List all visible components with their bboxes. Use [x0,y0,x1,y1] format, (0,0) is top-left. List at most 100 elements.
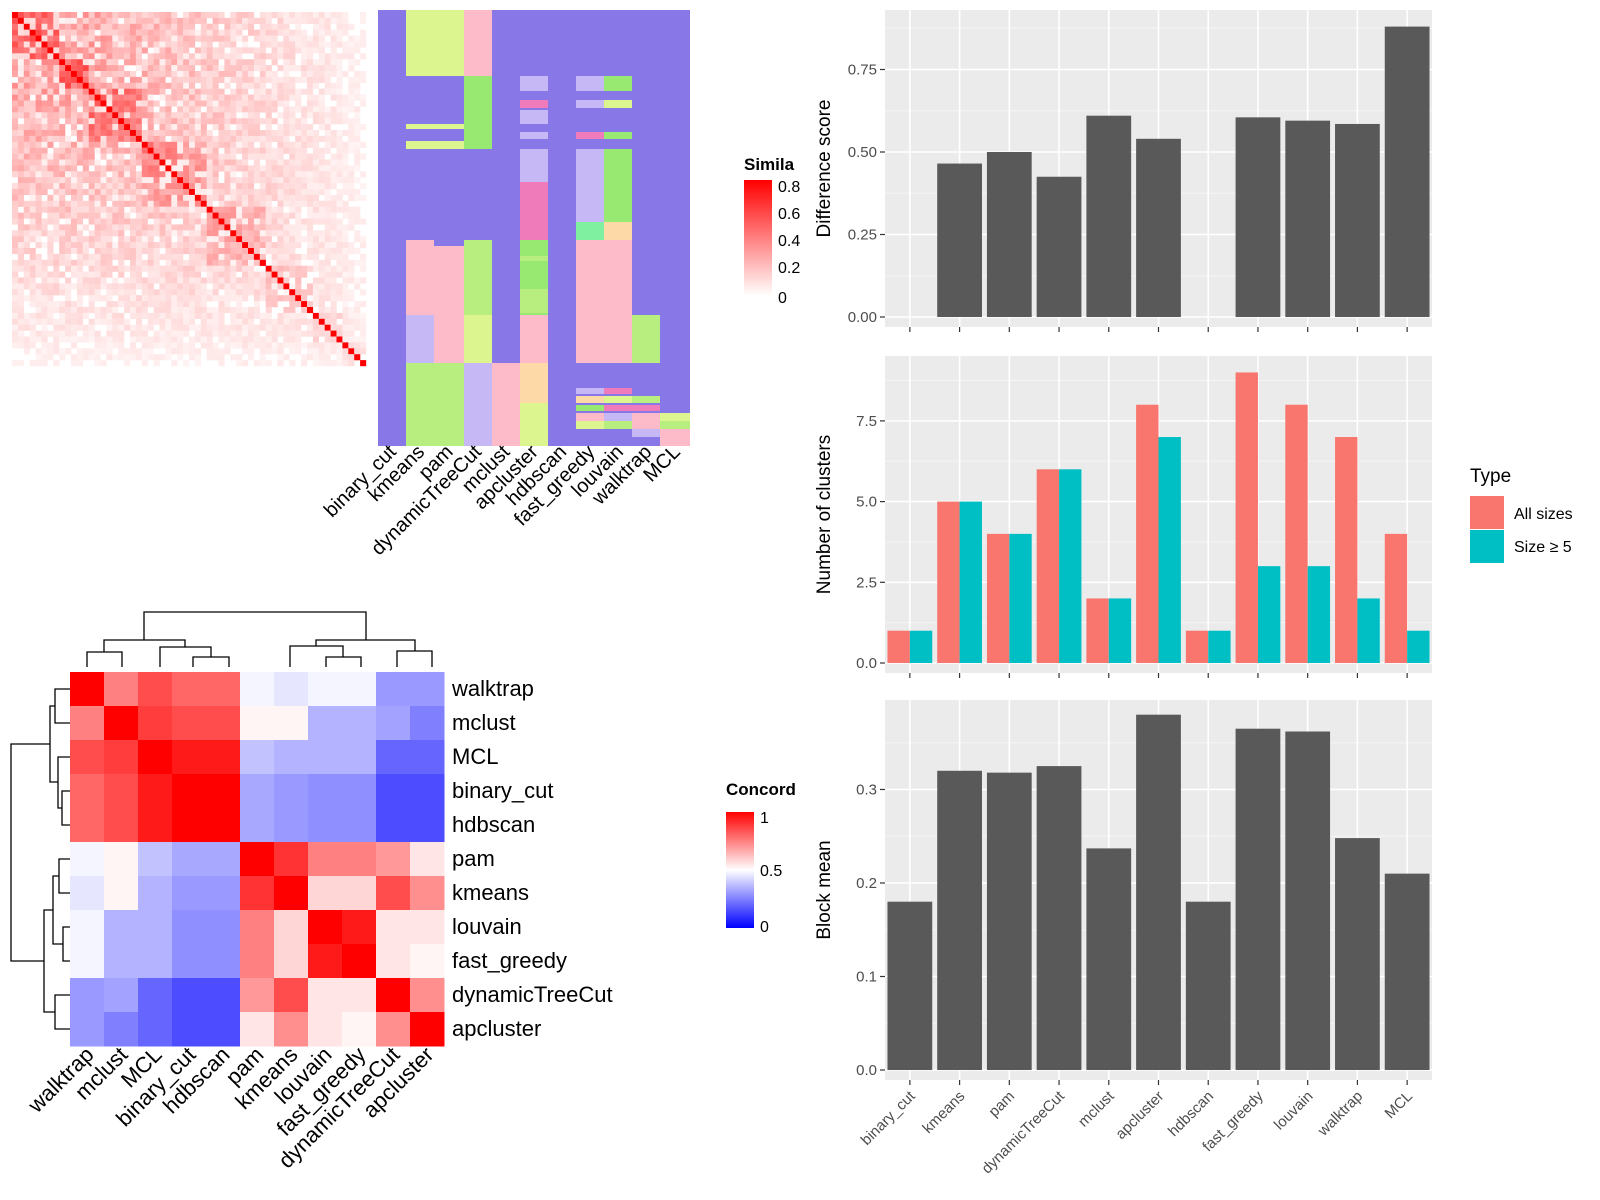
similarity-cell [200,147,207,154]
similarity-legend-tick: 0.4 [778,233,800,250]
similarity-cell [183,248,190,255]
similarity-cell [289,342,296,349]
similarity-cell [212,159,219,166]
similarity-cell [106,248,113,255]
concordance-cell [240,740,275,775]
similarity-cell [348,59,355,66]
similarity-cell [106,165,113,172]
similarity-cell [236,307,243,314]
similarity-cell [336,248,343,255]
similarity-cell [106,147,113,154]
similarity-cell [106,112,113,119]
similarity-cell [230,194,237,201]
similarity-cell [200,94,207,101]
similarity-cell [118,248,125,255]
similarity-cell [171,253,178,260]
similarity-cell [159,236,166,243]
similarity-cell [230,130,237,137]
similarity-cell [301,65,308,72]
similarity-cell [76,230,83,237]
similarity-cell [218,283,225,290]
similarity-cell [194,12,201,19]
similarity-cell [177,354,184,361]
similarity-cell [218,118,225,125]
similarity-cell [106,159,113,166]
bar [1384,26,1430,317]
similarity-cell [336,106,343,113]
similarity-cell [41,76,48,83]
similarity-cell [130,82,137,89]
concordance-cell [206,808,241,843]
similarity-cell [212,259,219,266]
similarity-cell [259,106,266,113]
similarity-cell [147,88,154,95]
similarity-cell [360,171,367,178]
similarity-cell [106,135,113,142]
similarity-cell [88,277,95,284]
similarity-cell [153,17,160,24]
similarity-cell [354,236,361,243]
similarity-cell [177,248,184,255]
similarity-cell [29,236,36,243]
similarity-cell [88,354,95,361]
similarity-cell [354,301,361,308]
similarity-cell [236,248,243,255]
similarity-cell [29,118,36,125]
similarity-cell [295,118,302,125]
similarity-cell [29,171,36,178]
similarity-cell [124,360,131,367]
similarity-cell [212,118,219,125]
similarity-cell [153,82,160,89]
similarity-cell [342,224,349,231]
similarity-cell [71,141,78,148]
concordance-cell [376,706,411,741]
similarity-cell [71,318,78,325]
similarity-cell [94,17,101,24]
similarity-cell [342,248,349,255]
similarity-cell [100,248,107,255]
similarity-cell [53,189,60,196]
bar [1036,469,1060,663]
similarity-cell [94,348,101,355]
similarity-cell [159,159,166,166]
similarity-cell [253,307,260,314]
similarity-cell [307,12,314,19]
similarity-cell [330,242,337,249]
similarity-cell [236,336,243,343]
similarity-cell [106,295,113,302]
similarity-cell [183,71,190,78]
similarity-cell [189,271,196,278]
similarity-cell [94,141,101,148]
similarity-cell [230,342,237,349]
cluster-block [604,100,632,108]
similarity-cell [236,277,243,284]
similarity-cell [94,112,101,119]
similarity-cell [165,59,172,66]
similarity-cell [206,59,213,66]
similarity-cell [189,147,196,154]
similarity-cell [224,242,231,249]
similarity-cell [194,118,201,125]
similarity-cell [53,324,60,331]
similarity-cell [230,165,237,172]
similarity-cell [183,153,190,160]
similarity-cell [336,336,343,343]
similarity-cell [301,265,308,272]
similarity-cell [147,100,154,107]
similarity-cell [312,118,319,125]
similarity-cell [330,118,337,125]
similarity-cell [124,253,131,260]
similarity-cell [71,200,78,207]
similarity-cell [295,106,302,113]
similarity-cell [265,130,272,137]
similarity-cell [242,307,249,314]
similarity-cell [230,12,237,19]
similarity-cell [141,295,148,302]
similarity-cell [59,124,66,131]
similarity-cell [189,230,196,237]
similarity-cell [53,277,60,284]
similarity-cell [94,130,101,137]
similarity-cell [47,153,54,160]
similarity-cell [200,171,207,178]
similarity-cell [248,253,255,260]
